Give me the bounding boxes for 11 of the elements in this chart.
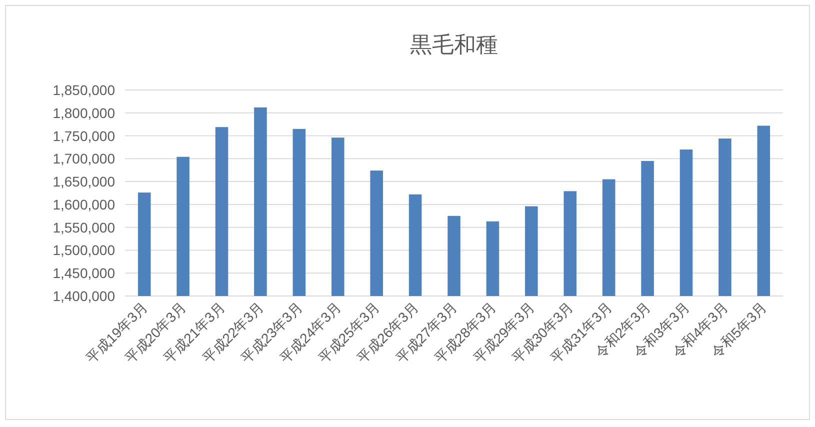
y-tick-label: 1,450,000	[52, 265, 116, 282]
y-tick-label: 1,600,000	[52, 196, 116, 212]
y-tick-label: 1,800,000	[52, 104, 116, 121]
y-tick-label: 1,850,000	[52, 82, 116, 98]
y-tick-label: 1,650,000	[52, 174, 116, 190]
chart-title: 黒毛和種	[410, 32, 498, 57]
y-tick-label: 1,550,000	[52, 219, 116, 236]
y-tick-label: 1,750,000	[52, 128, 116, 144]
y-tick-label: 1,400,000	[52, 288, 116, 304]
y-tick-label: 1,500,000	[52, 242, 116, 258]
y-tick-label: 1,700,000	[52, 150, 116, 167]
